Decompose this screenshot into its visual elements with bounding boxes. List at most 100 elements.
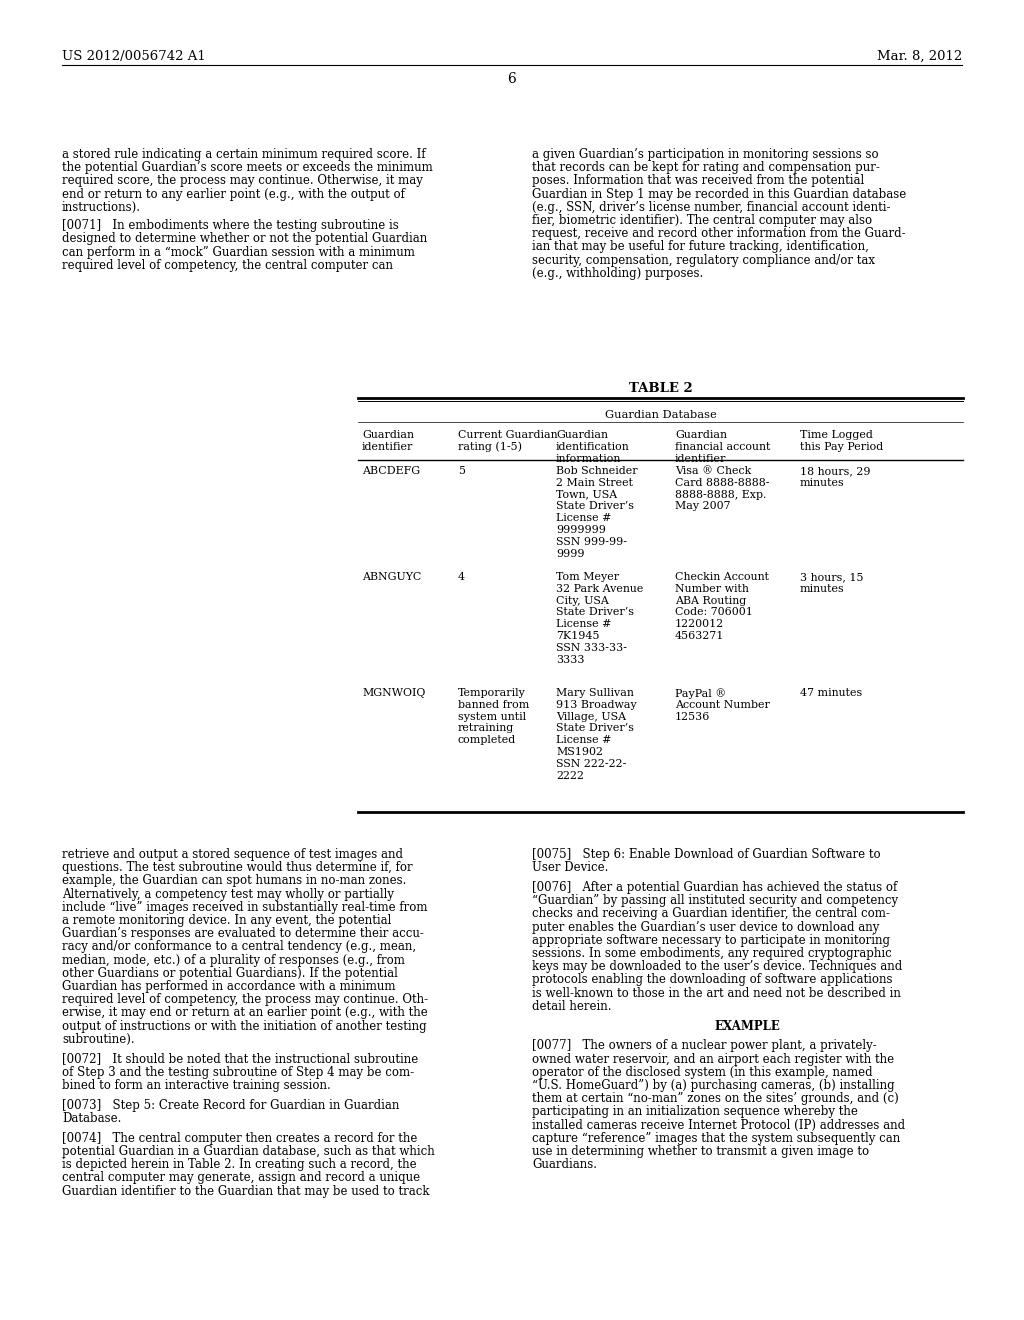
Text: include “live” images received in substantially real-time from: include “live” images received in substa… [62, 900, 427, 913]
Text: can perform in a “mock” Guardian session with a minimum: can perform in a “mock” Guardian session… [62, 246, 415, 259]
Text: 2 Main Street: 2 Main Street [556, 478, 633, 488]
Text: SSN 999-99-: SSN 999-99- [556, 537, 627, 546]
Text: instructions).: instructions). [62, 201, 141, 214]
Text: Number with: Number with [675, 583, 749, 594]
Text: example, the Guardian can spot humans in no-man zones.: example, the Guardian can spot humans in… [62, 874, 407, 887]
Text: 8888-8888, Exp.: 8888-8888, Exp. [675, 490, 766, 499]
Text: TABLE 2: TABLE 2 [629, 381, 693, 395]
Text: rating (1-5): rating (1-5) [458, 442, 522, 453]
Text: MS1902: MS1902 [556, 747, 603, 756]
Text: racy and/or conformance to a central tendency (e.g., mean,: racy and/or conformance to a central ten… [62, 940, 416, 953]
Text: bined to form an interactive training session.: bined to form an interactive training se… [62, 1078, 331, 1092]
Text: SSN 222-22-: SSN 222-22- [556, 759, 627, 768]
Text: ABNGUYC: ABNGUYC [362, 572, 421, 582]
Text: the potential Guardian’s score meets or exceeds the minimum: the potential Guardian’s score meets or … [62, 161, 433, 174]
Text: capture “reference” images that the system subsequently can: capture “reference” images that the syst… [532, 1131, 900, 1144]
Text: Database.: Database. [62, 1111, 122, 1125]
Text: operator of the disclosed system (in this example, named: operator of the disclosed system (in thi… [532, 1065, 872, 1078]
Text: 2222: 2222 [556, 771, 584, 780]
Text: ian that may be useful for future tracking, identification,: ian that may be useful for future tracki… [532, 240, 869, 253]
Text: Village, USA: Village, USA [556, 711, 626, 722]
Text: Mar. 8, 2012: Mar. 8, 2012 [877, 50, 962, 63]
Text: Guardian’s responses are evaluated to determine their accu-: Guardian’s responses are evaluated to de… [62, 927, 424, 940]
Text: installed cameras receive Internet Protocol (IP) addresses and: installed cameras receive Internet Proto… [532, 1118, 905, 1131]
Text: “Guardian” by passing all instituted security and competency: “Guardian” by passing all instituted sec… [532, 894, 898, 907]
Text: system until: system until [458, 711, 526, 722]
Text: keys may be downloaded to the user’s device. Techniques and: keys may be downloaded to the user’s dev… [532, 960, 902, 973]
Text: participating in an initialization sequence whereby the: participating in an initialization seque… [532, 1105, 858, 1118]
Text: end or return to any earlier point (e.g., with the output of: end or return to any earlier point (e.g.… [62, 187, 404, 201]
Text: completed: completed [458, 735, 516, 746]
Text: use in determining whether to transmit a given image to: use in determining whether to transmit a… [532, 1144, 869, 1158]
Text: (e.g., SSN, driver’s license number, financial account identi-: (e.g., SSN, driver’s license number, fin… [532, 201, 891, 214]
Text: 18 hours, 29: 18 hours, 29 [800, 466, 870, 477]
Text: License #: License # [556, 619, 611, 630]
Text: EXAMPLE: EXAMPLE [714, 1019, 780, 1032]
Text: identification: identification [556, 442, 630, 451]
Text: Guardians.: Guardians. [532, 1158, 597, 1171]
Text: Card 8888-8888-: Card 8888-8888- [675, 478, 769, 488]
Text: 6: 6 [508, 73, 516, 86]
Text: designed to determine whether or not the potential Guardian: designed to determine whether or not the… [62, 232, 427, 246]
Text: protocols enabling the downloading of software applications: protocols enabling the downloading of so… [532, 973, 893, 986]
Text: 3333: 3333 [556, 655, 585, 664]
Text: May 2007: May 2007 [675, 502, 730, 511]
Text: Tom Meyer: Tom Meyer [556, 572, 620, 582]
Text: them at certain “no-man” zones on the sites’ grounds, and (c): them at certain “no-man” zones on the si… [532, 1092, 899, 1105]
Text: 32 Park Avenue: 32 Park Avenue [556, 583, 643, 594]
Text: [0075]   Step 6: Enable Download of Guardian Software to: [0075] Step 6: Enable Download of Guardi… [532, 847, 881, 861]
Text: that records can be kept for rating and compensation pur-: that records can be kept for rating and … [532, 161, 880, 174]
Text: Guardian: Guardian [556, 430, 608, 440]
Text: PayPal ®: PayPal ® [675, 688, 726, 698]
Text: (e.g., withholding) purposes.: (e.g., withholding) purposes. [532, 267, 703, 280]
Text: appropriate software necessary to participate in monitoring: appropriate software necessary to partic… [532, 933, 890, 946]
Text: 5: 5 [458, 466, 465, 477]
Text: poses. Information that was received from the potential: poses. Information that was received fro… [532, 174, 864, 187]
Text: minutes: minutes [800, 478, 845, 488]
Text: subroutine).: subroutine). [62, 1032, 134, 1045]
Text: Guardian: Guardian [362, 430, 414, 440]
Text: License #: License # [556, 735, 611, 746]
Text: 4: 4 [458, 572, 465, 582]
Text: Visa ® Check: Visa ® Check [675, 466, 752, 477]
Text: Time Logged: Time Logged [800, 430, 872, 440]
Text: fier, biometric identifier). The central computer may also: fier, biometric identifier). The central… [532, 214, 872, 227]
Text: Temporarily: Temporarily [458, 688, 526, 698]
Text: State Driver’s: State Driver’s [556, 723, 634, 734]
Text: is well-known to those in the art and need not be described in: is well-known to those in the art and ne… [532, 986, 901, 999]
Text: State Driver’s: State Driver’s [556, 502, 634, 511]
Text: erwise, it may end or return at an earlier point (e.g., with the: erwise, it may end or return at an earli… [62, 1006, 428, 1019]
Text: MGNWOIQ: MGNWOIQ [362, 688, 425, 698]
Text: 4563271: 4563271 [675, 631, 724, 642]
Text: ABCDEFG: ABCDEFG [362, 466, 420, 477]
Text: US 2012/0056742 A1: US 2012/0056742 A1 [62, 50, 206, 63]
Text: a given Guardian’s participation in monitoring sessions so: a given Guardian’s participation in moni… [532, 148, 879, 161]
Text: User Device.: User Device. [532, 861, 608, 874]
Text: information: information [556, 454, 622, 463]
Text: Guardian in Step 1 may be recorded in this Guardian database: Guardian in Step 1 may be recorded in th… [532, 187, 906, 201]
Text: retraining: retraining [458, 723, 514, 734]
Text: Alternatively, a competency test may wholly or partially: Alternatively, a competency test may who… [62, 887, 394, 900]
Text: SSN 333-33-: SSN 333-33- [556, 643, 627, 653]
Text: 47 minutes: 47 minutes [800, 688, 862, 698]
Text: identifier: identifier [675, 454, 726, 463]
Text: 9999: 9999 [556, 549, 585, 558]
Text: State Driver’s: State Driver’s [556, 607, 634, 618]
Text: License #: License # [556, 513, 611, 523]
Text: owned water reservoir, and an airport each register with the: owned water reservoir, and an airport ea… [532, 1052, 894, 1065]
Text: Checkin Account: Checkin Account [675, 572, 769, 582]
Text: Guardian Database: Guardian Database [605, 411, 717, 420]
Text: financial account: financial account [675, 442, 770, 451]
Text: sessions. In some embodiments, any required cryptographic: sessions. In some embodiments, any requi… [532, 946, 892, 960]
Text: 3 hours, 15: 3 hours, 15 [800, 572, 863, 582]
Text: 9999999: 9999999 [556, 525, 606, 535]
Text: potential Guardian in a Guardian database, such as that which: potential Guardian in a Guardian databas… [62, 1144, 435, 1158]
Text: checks and receiving a Guardian identifier, the central com-: checks and receiving a Guardian identifi… [532, 907, 890, 920]
Text: required score, the process may continue. Otherwise, it may: required score, the process may continue… [62, 174, 423, 187]
Text: required level of competency, the central computer can: required level of competency, the centra… [62, 259, 393, 272]
Text: 913 Broadway: 913 Broadway [556, 700, 637, 710]
Text: 7K1945: 7K1945 [556, 631, 599, 642]
Text: a stored rule indicating a certain minimum required score. If: a stored rule indicating a certain minim… [62, 148, 426, 161]
Text: this Pay Period: this Pay Period [800, 442, 884, 451]
Text: required level of competency, the process may continue. Oth-: required level of competency, the proces… [62, 993, 428, 1006]
